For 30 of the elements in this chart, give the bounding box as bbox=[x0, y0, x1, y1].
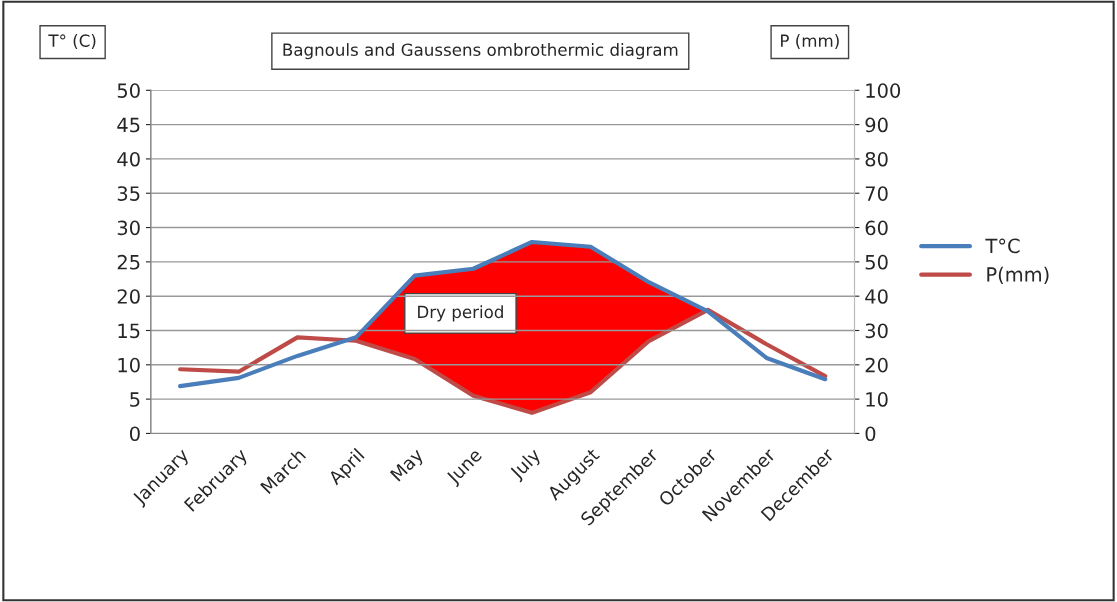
y-tick-label: 30 bbox=[117, 220, 140, 236]
y2-axis-title: P (mm) bbox=[781, 34, 839, 49]
y2-tick-label: 10 bbox=[866, 392, 888, 407]
y2-tick-label: 50 bbox=[865, 254, 888, 270]
y2-tick-label: 20 bbox=[865, 357, 888, 373]
y-tick-label: 50 bbox=[117, 83, 140, 98]
y2-tick-label: 0 bbox=[865, 426, 876, 442]
y-tick-label: 45 bbox=[117, 117, 140, 133]
y2-tick-label: 80 bbox=[865, 151, 888, 167]
chart-title: Bagnouls and Gaussens ombrothermic diagram bbox=[283, 43, 678, 60]
y-tick-label: 5 bbox=[130, 392, 140, 407]
y2-tick-label: 90 bbox=[865, 117, 888, 133]
legend-label: P(mm) bbox=[987, 266, 1049, 285]
y2-tick-label: 30 bbox=[865, 323, 888, 339]
y-tick-label: 25 bbox=[117, 254, 140, 270]
y-tick-label: 0 bbox=[129, 426, 140, 442]
y2-tick-label: 40 bbox=[865, 289, 888, 304]
legend-label: T°C bbox=[985, 238, 1020, 254]
y2-tick-label: 100 bbox=[866, 83, 901, 98]
y2-tick-label: 60 bbox=[865, 220, 888, 236]
annotation: Dry period bbox=[418, 305, 503, 322]
y-tick-label: 35 bbox=[117, 186, 140, 201]
y-tick-label: 40 bbox=[117, 151, 140, 167]
y-tick-label: 20 bbox=[117, 289, 140, 304]
y-tick-label: 10 bbox=[118, 357, 140, 373]
y-tick-label: 15 bbox=[118, 323, 140, 339]
line-series bbox=[178, 239, 828, 389]
line-series bbox=[178, 307, 828, 415]
y2-tick-label: 70 bbox=[865, 186, 888, 201]
y-axis-title: T° (C) bbox=[48, 34, 96, 49]
